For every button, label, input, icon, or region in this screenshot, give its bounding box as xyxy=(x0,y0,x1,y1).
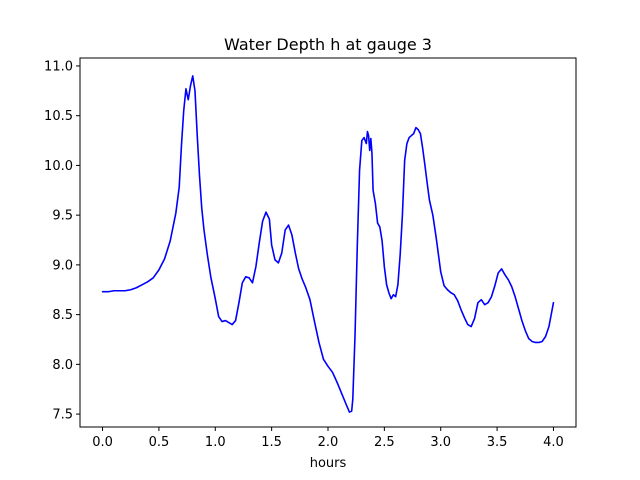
x-axis: 0.0 0.5 1.0 1.5 2.0 2.5 3.0 3.5 4.0 xyxy=(92,427,564,450)
x-tick-label: 0.5 xyxy=(149,435,170,450)
x-tick-label: 3.5 xyxy=(487,435,508,450)
y-tick-label: 8.5 xyxy=(52,308,73,323)
y-tick-label: 11.0 xyxy=(44,59,73,74)
y-axis: 7.5 8.0 8.5 9.0 9.5 10.0 10.5 11.0 xyxy=(44,59,80,423)
x-tick-label: 2.0 xyxy=(318,435,339,450)
y-tick-label: 9.5 xyxy=(52,209,73,224)
x-tick-label: 2.5 xyxy=(374,435,395,450)
series-line-0 xyxy=(101,75,555,413)
x-tick-label: 1.5 xyxy=(261,435,282,450)
y-tick-label: 7.5 xyxy=(52,408,73,423)
x-tick-label: 1.0 xyxy=(205,435,226,450)
x-tick-label: 3.0 xyxy=(430,435,451,450)
x-tick-label: 0.0 xyxy=(92,435,113,450)
y-tick-label: 8.0 xyxy=(52,358,73,373)
y-tick-label: 9.0 xyxy=(52,258,73,273)
plot-area xyxy=(101,75,555,413)
x-axis-label: hours xyxy=(310,456,347,471)
x-tick-label: 4.0 xyxy=(543,435,564,450)
y-tick-label: 10.0 xyxy=(44,159,73,174)
plot-frame xyxy=(79,57,577,428)
chart-title: Water Depth h at gauge 3 xyxy=(224,35,432,54)
y-tick-label: 10.5 xyxy=(44,109,73,124)
